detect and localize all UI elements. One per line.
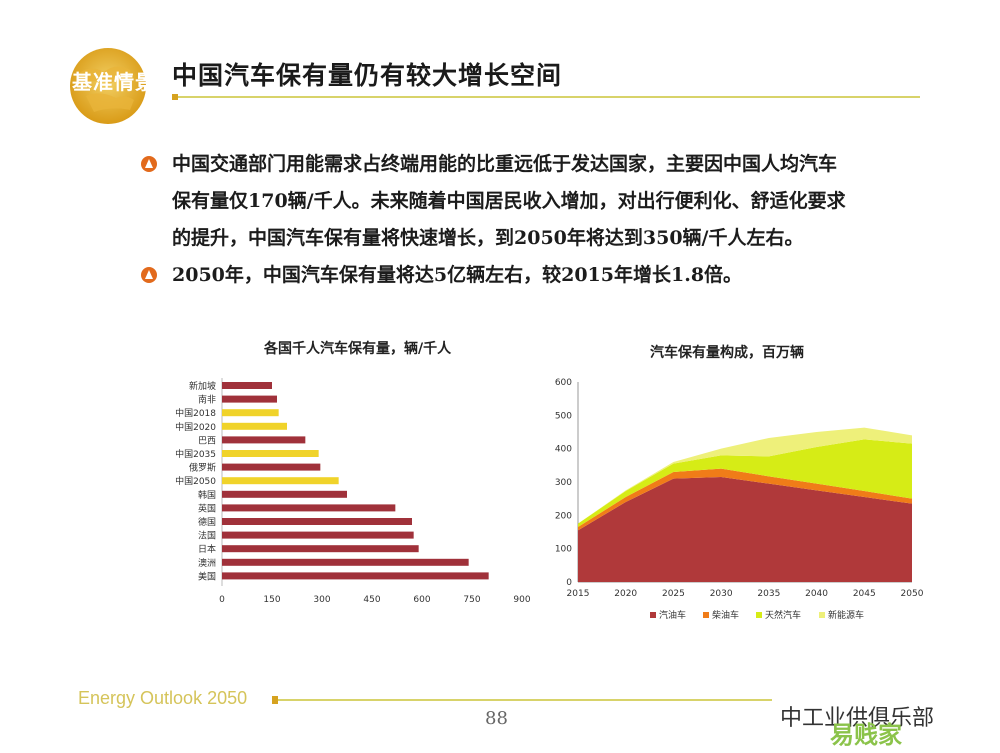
logo bbox=[70, 48, 146, 124]
bar bbox=[222, 518, 412, 525]
y-tick-label: 100 bbox=[555, 545, 572, 555]
title-divider bbox=[172, 96, 920, 98]
footer-divider bbox=[272, 699, 772, 701]
bullet-icon bbox=[141, 156, 157, 172]
bar-category-label: 新加坡 bbox=[189, 380, 216, 392]
y-tick-label: 200 bbox=[555, 511, 572, 521]
area-series-2 bbox=[578, 439, 912, 527]
legend-label: 新能源车 bbox=[828, 609, 864, 621]
y-tick-label: 600 bbox=[555, 378, 572, 388]
bar bbox=[222, 545, 419, 553]
x-tick-label: 2050 bbox=[901, 589, 924, 599]
x-tick-label: 2020 bbox=[614, 589, 637, 599]
area-series-1 bbox=[578, 468, 912, 531]
bar-category-label: 巴西 bbox=[198, 435, 216, 446]
bullet-icon bbox=[141, 267, 157, 283]
bar-category-label: 英国 bbox=[198, 502, 216, 514]
x-tick-label: 2030 bbox=[710, 589, 733, 599]
legend-label: 天然汽车 bbox=[765, 609, 801, 621]
bar-category-label: 法国 bbox=[198, 530, 216, 542]
bar-category-label: 中国2018 bbox=[175, 407, 216, 419]
bar bbox=[222, 490, 347, 498]
y-tick-label: 300 bbox=[555, 478, 572, 488]
x-tick-label: 2045 bbox=[853, 589, 876, 599]
x-tick-label: 150 bbox=[263, 595, 280, 605]
watermark-logo: 易贱家 bbox=[830, 721, 902, 749]
bar bbox=[222, 531, 414, 539]
legend-swatch bbox=[703, 612, 709, 618]
bar-category-label: 南非 bbox=[198, 394, 216, 406]
bar bbox=[222, 382, 272, 389]
badge-label: 基准情景 bbox=[72, 70, 156, 94]
bullet-line: 2050年，中国汽车保有量将达5亿辆左右，较2015年增长1.8倍。 bbox=[172, 264, 743, 286]
x-tick-label: 2025 bbox=[662, 589, 685, 599]
bar bbox=[222, 422, 287, 430]
bar-category-label: 中国2050 bbox=[175, 475, 216, 487]
bullet-list: 中国交通部门用能需求占终端用能的比重远低于发达国家，主要因中国人均汽车 保有量仅… bbox=[140, 146, 940, 294]
x-tick-label: 900 bbox=[513, 595, 530, 605]
area-series-3 bbox=[578, 427, 912, 524]
footer-divider-marker bbox=[272, 696, 278, 704]
y-tick-label: 0 bbox=[566, 578, 572, 588]
legend-swatch bbox=[650, 612, 656, 618]
bar bbox=[222, 504, 396, 512]
bar-category-label: 中国2035 bbox=[175, 448, 216, 460]
page-title: 中国汽车保有量仍有较大增长空间 bbox=[172, 61, 563, 90]
y-tick-label: 500 bbox=[555, 411, 572, 421]
legend-swatch bbox=[756, 612, 762, 618]
bar-category-label: 美国 bbox=[198, 570, 216, 582]
x-tick-label: 2040 bbox=[805, 589, 828, 599]
bar bbox=[222, 436, 306, 444]
bar-category-label: 澳洲 bbox=[198, 557, 216, 569]
bar-category-label: 日本 bbox=[198, 543, 216, 555]
area-chart: 0 100 200 300 400 500 600 2015 2020 2025 2030 2035 2… bbox=[555, 378, 924, 621]
bullet-item: 中国交通部门用能需求占终端用能的比重远低于发达国家，主要因中国人均汽车 保有量仅… bbox=[140, 146, 940, 257]
bar-category-label: 中国2020 bbox=[175, 421, 216, 433]
bar bbox=[222, 572, 489, 580]
x-tick-label: 600 bbox=[413, 595, 430, 605]
x-tick-label: 0 bbox=[219, 595, 225, 605]
page-number: 88 bbox=[485, 708, 508, 729]
x-tick-label: 300 bbox=[313, 595, 330, 605]
bullet-line: 的提升，中国汽车保有量将快速增长，到2050年将达到350辆/千人左右。 bbox=[172, 227, 804, 249]
bullet-line: 保有量仅170辆/千人。未来随着中国居民收入增加，对出行便利化、舒适化要求 bbox=[172, 190, 846, 212]
bar-chart-title: 各国千人汽车保有量，辆/千人 bbox=[264, 341, 452, 357]
bar-category-label: 德国 bbox=[198, 516, 216, 528]
bar bbox=[222, 409, 279, 417]
legend-label: 柴油车 bbox=[712, 609, 739, 621]
area-chart-title: 汽车保有量构成，百万辆 bbox=[650, 345, 804, 361]
bar bbox=[222, 395, 277, 403]
legend-label: 汽油车 bbox=[659, 609, 686, 621]
x-tick-label: 2015 bbox=[567, 589, 590, 599]
title-divider-marker bbox=[172, 94, 178, 100]
bullet-line: 中国交通部门用能需求占终端用能的比重远低于发达国家，主要因中国人均汽车 bbox=[172, 153, 838, 175]
area-series-0 bbox=[578, 477, 912, 582]
x-tick-label: 750 bbox=[463, 595, 480, 605]
y-tick-label: 400 bbox=[555, 445, 572, 455]
bullet-item: 2050年，中国汽车保有量将达5亿辆左右，较2015年增长1.8倍。 bbox=[140, 257, 940, 294]
bar bbox=[222, 558, 469, 566]
x-tick-label: 450 bbox=[363, 595, 380, 605]
footer-brand: Energy Outlook 2050 bbox=[78, 688, 248, 708]
x-tick-label: 2035 bbox=[757, 589, 780, 599]
bar-category-label: 韩国 bbox=[198, 489, 216, 501]
bar-category-label: 俄罗斯 bbox=[189, 462, 216, 474]
bar bbox=[222, 463, 321, 471]
legend-swatch bbox=[819, 612, 825, 618]
bar bbox=[222, 477, 339, 485]
watermark-text: 中工业供俱乐部 bbox=[780, 706, 935, 731]
bar bbox=[222, 450, 319, 457]
